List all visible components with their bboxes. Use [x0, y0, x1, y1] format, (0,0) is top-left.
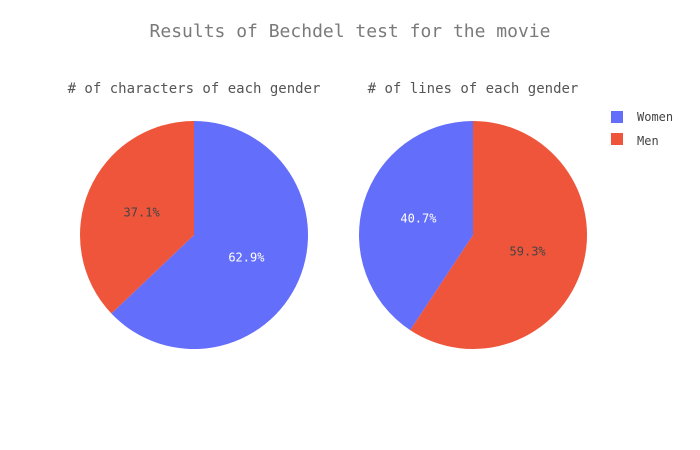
pie-0-label-men: 37.1%: [124, 206, 161, 220]
legend-label-women: Women: [637, 110, 673, 124]
chart-title: Results of Bechdel test for the movie: [150, 21, 551, 42]
pie-1-slice-women[interactable]: [359, 121, 473, 331]
legend: Women Men: [611, 110, 673, 148]
pie-1-label-men: 59.3%: [510, 244, 547, 258]
pie-title-lines: # of lines of each gender: [368, 81, 579, 97]
legend-swatch-women: [611, 111, 623, 123]
pie-0-slice-men[interactable]: [80, 121, 194, 314]
pie-title-characters: # of characters of each gender: [68, 81, 321, 97]
legend-label-men: Men: [637, 134, 659, 148]
pie-characters: 62.9% 37.1%: [80, 121, 309, 350]
legend-item-women[interactable]: Women: [611, 110, 673, 124]
legend-item-men[interactable]: Men: [611, 133, 659, 148]
legend-swatch-men: [611, 133, 623, 145]
pie-1-slice-men[interactable]: [410, 121, 587, 349]
pie-lines: 59.3% 40.7%: [359, 121, 587, 349]
pie-0-slice-women[interactable]: [111, 121, 309, 350]
pie-1-label-women: 40.7%: [400, 212, 437, 226]
pie-0-label-women: 62.9%: [228, 250, 265, 264]
